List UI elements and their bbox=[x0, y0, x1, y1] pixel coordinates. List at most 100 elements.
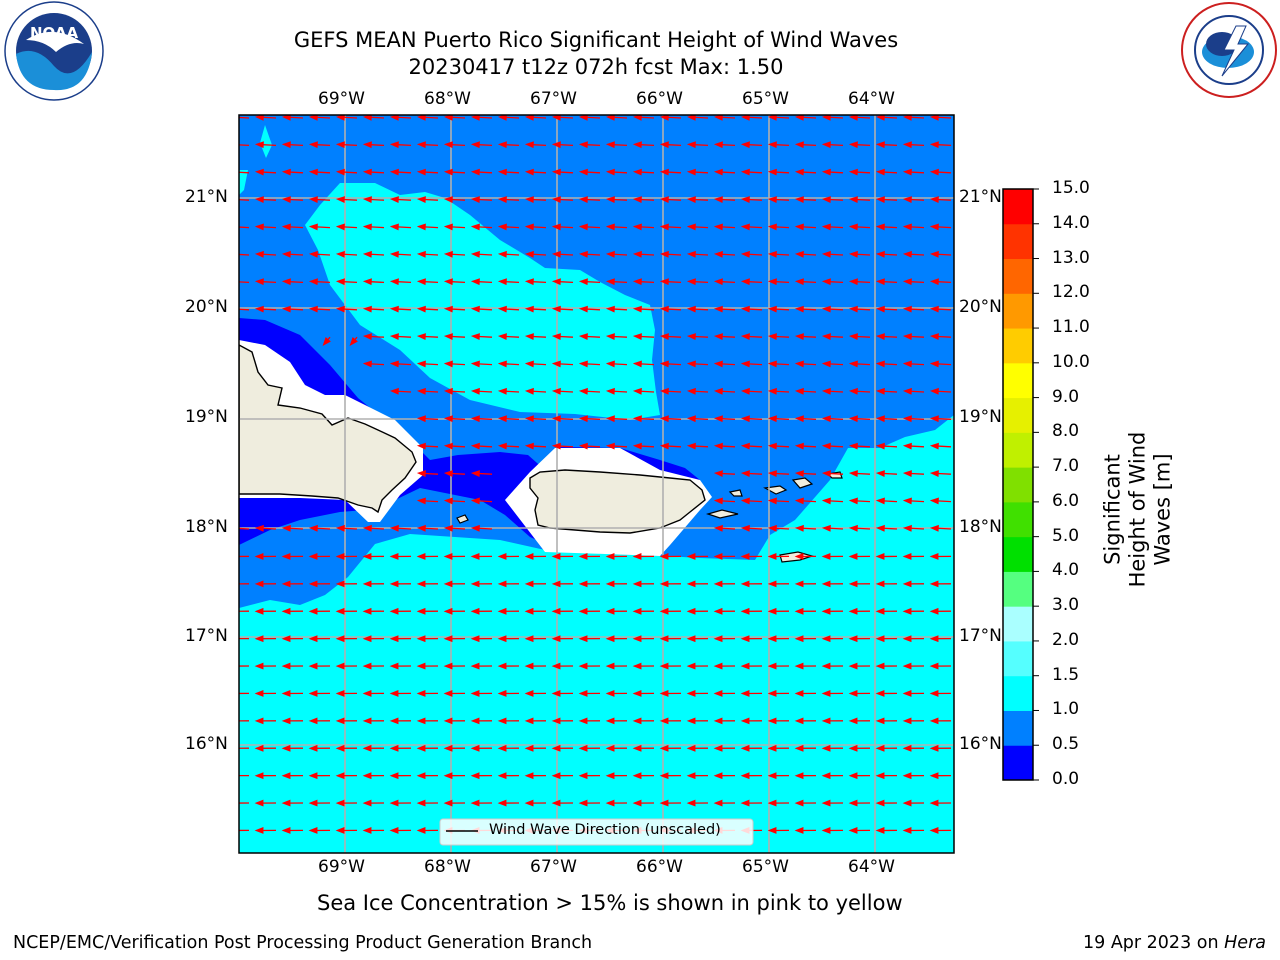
wind-wave-arrowhead bbox=[632, 278, 642, 286]
wind-wave-arrowhead bbox=[875, 635, 885, 643]
wind-wave-arrowhead bbox=[902, 717, 912, 725]
wind-wave-arrowhead bbox=[416, 278, 426, 286]
wind-wave-arrowhead bbox=[794, 744, 804, 752]
wind-wave-arrowhead bbox=[713, 690, 723, 697]
wind-wave-arrowhead bbox=[308, 553, 318, 560]
colorbar-frame bbox=[1002, 188, 1034, 781]
wind-wave-arrowhead bbox=[443, 635, 453, 643]
wind-wave-arrowhead bbox=[335, 223, 345, 231]
wind-wave-arrowhead bbox=[389, 196, 399, 203]
wind-wave-arrowhead bbox=[443, 607, 453, 615]
lon-label-top: 64°W bbox=[848, 89, 895, 109]
wind-wave-arrowhead bbox=[443, 168, 453, 176]
wind-wave-arrowhead bbox=[659, 360, 669, 368]
wind-wave-arrowhead bbox=[929, 470, 939, 477]
wind-wave-arrowhead bbox=[713, 524, 723, 532]
wind-wave-arrowhead bbox=[794, 360, 804, 368]
wind-wave-arrowhead bbox=[605, 635, 615, 643]
wind-wave-arrowhead bbox=[524, 744, 534, 752]
wind-wave-arrowhead bbox=[470, 415, 480, 423]
wind-wave-arrowhead bbox=[281, 827, 291, 834]
colorbar-segment bbox=[1003, 606, 1033, 642]
wind-wave-arrowhead bbox=[335, 799, 345, 807]
wind-wave-arrowhead bbox=[229, 169, 236, 174]
wind-wave-arrowhead bbox=[254, 744, 264, 752]
wind-wave-arrowhead bbox=[632, 360, 642, 368]
wind-wave-arrowhead bbox=[443, 690, 453, 697]
wind-wave-arrowhead bbox=[443, 497, 453, 505]
wind-wave-arrowhead bbox=[254, 799, 264, 807]
wind-wave-arrowhead bbox=[794, 635, 804, 643]
wind-wave-arrowhead bbox=[416, 635, 426, 643]
wind-wave-arrowhead bbox=[767, 635, 777, 643]
wind-wave-arrowhead bbox=[929, 442, 939, 450]
wind-wave-arrowhead bbox=[308, 772, 318, 780]
wind-wave-arrowhead bbox=[524, 662, 534, 670]
wind-wave-arrowhead bbox=[821, 662, 831, 670]
wind-wave-arrowhead bbox=[740, 360, 750, 368]
svg-text:NOAA: NOAA bbox=[30, 24, 79, 42]
wind-wave-arrowhead bbox=[875, 580, 885, 588]
wind-wave-arrowhead bbox=[362, 607, 372, 615]
wind-wave-arrowhead bbox=[632, 305, 642, 313]
wind-wave-arrowhead bbox=[632, 115, 642, 121]
wind-wave-arrowhead bbox=[497, 799, 507, 807]
wind-wave-arrowhead bbox=[362, 827, 372, 834]
wind-wave-arrowhead bbox=[821, 196, 831, 203]
wind-wave-arrowhead bbox=[389, 772, 399, 780]
wind-wave-arrowhead bbox=[229, 691, 236, 696]
wind-wave-arrowhead bbox=[281, 662, 291, 670]
wind-wave-arrowhead bbox=[740, 717, 750, 725]
wind-wave-arrowhead bbox=[821, 470, 831, 477]
wind-wave-arrowhead bbox=[686, 278, 696, 286]
wind-wave-arrowhead bbox=[281, 607, 291, 615]
wind-wave-arrow bbox=[239, 527, 250, 530]
wind-wave-arrowhead bbox=[794, 196, 804, 203]
colorbar-tick-label: 10.0 bbox=[1052, 351, 1090, 372]
lon-label-bottom: 67°W bbox=[530, 857, 577, 877]
wind-wave-arrowhead bbox=[470, 799, 480, 807]
wind-wave-arrowhead bbox=[551, 690, 561, 697]
wind-wave-arrowhead bbox=[875, 415, 885, 423]
colorbar-segment bbox=[1003, 710, 1033, 746]
wind-wave-arrowhead bbox=[362, 524, 372, 532]
wind-wave-arrowhead bbox=[713, 635, 723, 643]
wind-wave-arrowhead bbox=[821, 744, 831, 752]
wind-wave-arrowhead bbox=[470, 553, 480, 560]
wind-wave-arrowhead bbox=[605, 799, 615, 807]
wind-wave-arrowhead bbox=[686, 115, 696, 121]
wind-wave-arrowhead bbox=[524, 360, 534, 368]
wind-wave-arrowhead bbox=[794, 690, 804, 697]
lon-label-top: 69°W bbox=[318, 89, 365, 109]
lon-label-top: 66°W bbox=[636, 89, 683, 109]
wind-wave-arrowhead bbox=[632, 772, 642, 780]
wind-wave-arrowhead bbox=[632, 387, 642, 395]
wind-wave-arrowhead bbox=[767, 827, 777, 834]
wind-wave-arrowhead bbox=[821, 278, 831, 286]
wind-wave-arrowhead bbox=[443, 717, 453, 725]
wind-wave-arrowhead bbox=[443, 250, 453, 258]
wind-wave-arrowhead bbox=[497, 690, 507, 697]
wind-wave-arrowhead bbox=[524, 305, 534, 313]
wind-wave-arrowhead bbox=[821, 387, 831, 395]
wind-wave-arrowhead bbox=[875, 524, 885, 532]
wind-wave-arrowhead bbox=[686, 387, 696, 395]
wind-wave-arrowhead bbox=[659, 141, 669, 149]
wind-wave-arrowhead bbox=[794, 717, 804, 725]
wind-wave-arrowhead bbox=[929, 168, 939, 176]
lat-label-right: 17°N bbox=[959, 626, 1002, 646]
wind-wave-arrowhead bbox=[254, 223, 264, 231]
arrow-legend bbox=[439, 818, 754, 846]
wind-wave-arrowhead bbox=[389, 827, 399, 834]
wind-wave-arrowhead bbox=[254, 278, 264, 286]
wind-wave-arrowhead bbox=[551, 635, 561, 643]
wind-wave-arrowhead bbox=[848, 470, 858, 477]
wind-wave-arrowhead bbox=[902, 168, 912, 176]
wind-wave-arrowhead bbox=[929, 333, 939, 340]
wind-wave-arrowhead bbox=[551, 168, 561, 176]
wind-wave-arrowhead bbox=[229, 718, 236, 723]
wind-wave-arrowhead bbox=[551, 442, 561, 450]
wind-wave-arrowhead bbox=[821, 607, 831, 615]
wind-wave-arrowhead bbox=[281, 223, 291, 231]
wind-wave-arrowhead bbox=[713, 497, 723, 505]
